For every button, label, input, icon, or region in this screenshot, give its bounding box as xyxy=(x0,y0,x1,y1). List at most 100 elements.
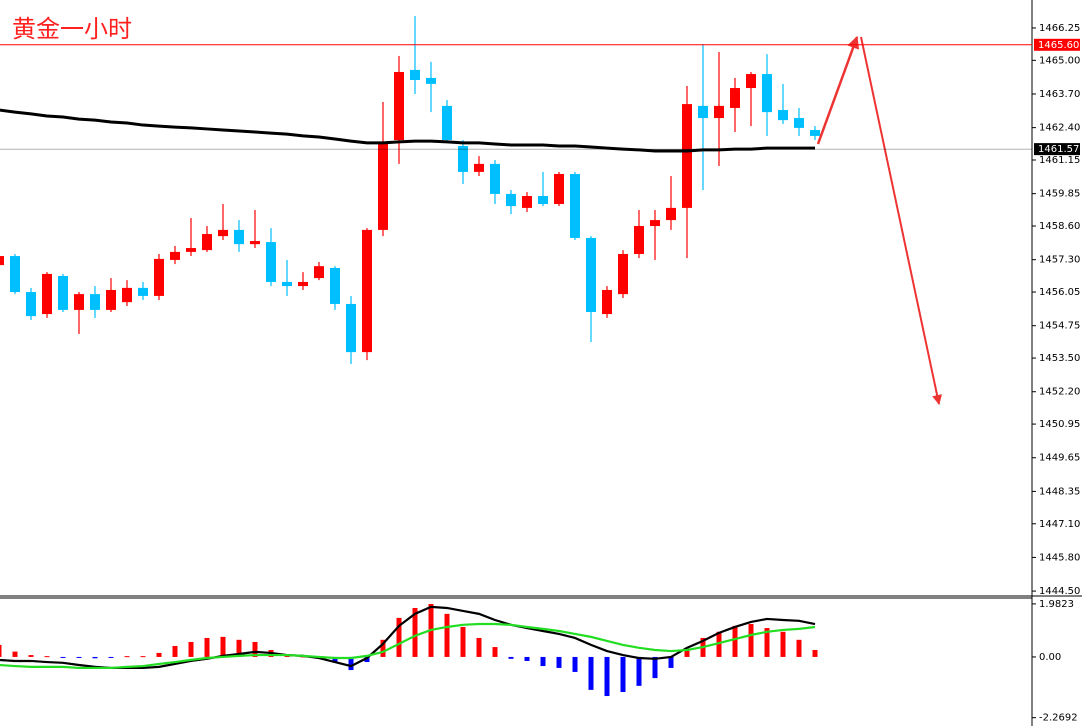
histogram-bar xyxy=(508,656,514,659)
histogram-bar xyxy=(220,636,226,657)
histogram-bar xyxy=(572,656,578,672)
candle-body xyxy=(506,193,516,207)
candle-body xyxy=(394,71,404,141)
candle-body xyxy=(282,281,292,287)
y-tick-label: 1445.80 xyxy=(1039,552,1080,563)
candle-body xyxy=(170,251,180,260)
histogram-bar xyxy=(348,656,354,671)
candle-body xyxy=(794,118,804,128)
arrow-up xyxy=(816,35,860,145)
histogram-bar xyxy=(12,651,18,657)
histogram-bar xyxy=(92,656,98,659)
candle-body xyxy=(442,105,452,141)
candle-body xyxy=(778,110,788,121)
histogram-bar xyxy=(636,656,642,686)
histogram-bar xyxy=(236,639,242,657)
histogram-bar xyxy=(476,637,482,657)
price-label: 1461.57 xyxy=(1038,144,1079,155)
price-label: 1465.60 xyxy=(1038,40,1079,51)
price-label-box xyxy=(1034,38,1080,51)
candle-body xyxy=(42,273,52,315)
histogram-bar xyxy=(780,631,786,657)
candle-body xyxy=(330,267,340,304)
moving-average xyxy=(0,108,815,153)
candle-body xyxy=(314,266,324,279)
candle-body xyxy=(218,229,228,237)
candle-body xyxy=(90,294,100,310)
histogram-bar xyxy=(732,625,738,657)
chart-title: 黄金一小时 xyxy=(12,15,132,43)
histogram-bar xyxy=(460,626,466,657)
histogram-bar xyxy=(60,656,66,658)
histogram-bar xyxy=(76,656,82,658)
candle-body xyxy=(266,242,276,282)
y-tick-label: -2.2692 xyxy=(1039,713,1078,724)
y-tick-label: 1461.15 xyxy=(1039,155,1080,166)
candle-body xyxy=(490,163,500,194)
candle-body xyxy=(10,256,20,293)
histogram-bar xyxy=(172,645,178,657)
y-tick-label: 1.9823 xyxy=(1039,599,1074,610)
candle-body xyxy=(522,195,532,208)
candle-body xyxy=(554,173,564,205)
histogram-bar xyxy=(588,656,594,690)
indicator-line xyxy=(0,605,816,670)
y-tick-label: 1459.85 xyxy=(1039,189,1080,200)
candle-body xyxy=(0,256,4,266)
indicator-line xyxy=(0,622,816,670)
histogram-bar xyxy=(492,647,498,657)
histogram-bar xyxy=(28,655,34,657)
histogram-bar xyxy=(524,656,530,661)
y-tick-label: 1452.20 xyxy=(1039,387,1080,398)
y-tick-label: 1462.40 xyxy=(1039,123,1080,134)
candle-body xyxy=(58,275,68,310)
candle-body xyxy=(154,258,164,296)
histogram-bar xyxy=(188,641,194,657)
histogram-bar xyxy=(764,628,770,657)
histogram-bar xyxy=(668,656,674,668)
candle-body xyxy=(202,234,212,251)
histogram-bar xyxy=(156,652,162,657)
candle-body xyxy=(586,237,596,312)
y-tick-label: 1466.25 xyxy=(1039,23,1080,34)
histogram-bar xyxy=(556,656,562,668)
y-tick-label: 1456.05 xyxy=(1039,287,1080,298)
candle-body xyxy=(26,292,36,317)
candle-body xyxy=(378,143,388,230)
histogram-bar xyxy=(364,656,370,663)
histogram-bar xyxy=(204,637,210,657)
y-tick-label: 1453.50 xyxy=(1039,353,1080,364)
candle-body xyxy=(602,289,612,315)
candle-body xyxy=(570,173,580,238)
histogram-bar xyxy=(44,656,50,658)
histogram-bar xyxy=(540,656,546,667)
y-tick-label: 0.00 xyxy=(1039,652,1061,663)
candle-body xyxy=(234,229,244,245)
y-tick-label: 1447.10 xyxy=(1039,519,1080,530)
y-tick-label: 1458.60 xyxy=(1039,221,1080,232)
candle-body xyxy=(426,77,436,84)
y-tick-label: 1457.30 xyxy=(1039,255,1080,266)
histogram-bar xyxy=(748,624,754,657)
candle-body xyxy=(458,146,468,172)
y-tick-label: 1448.35 xyxy=(1039,486,1080,497)
histogram-bar xyxy=(684,649,690,657)
candle-body xyxy=(730,88,740,108)
histogram-bar xyxy=(444,613,450,657)
histogram-bar xyxy=(604,656,610,697)
histogram-bar xyxy=(380,639,386,657)
candle-body xyxy=(618,253,628,295)
candle-body xyxy=(634,226,644,254)
histogram-bar xyxy=(332,656,338,663)
y-tick-label: 1454.75 xyxy=(1039,321,1080,332)
candle-body xyxy=(106,289,116,310)
candle-body xyxy=(410,69,420,81)
candle-body xyxy=(74,294,84,310)
histogram-bar xyxy=(108,656,114,658)
histogram-bar xyxy=(620,656,626,693)
histogram-bar xyxy=(140,656,146,658)
y-tick-label: 1450.95 xyxy=(1039,419,1080,430)
histogram-bar xyxy=(796,639,802,657)
